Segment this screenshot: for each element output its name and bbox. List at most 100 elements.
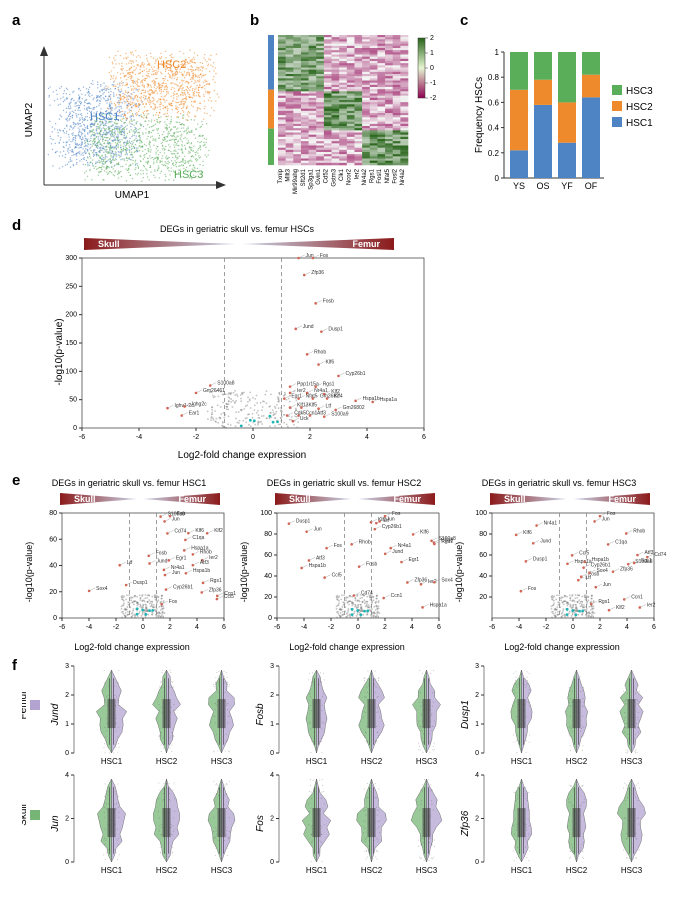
svg-text:0.2: 0.2 xyxy=(488,149,500,158)
svg-text:Rgs1: Rgs1 xyxy=(323,382,335,388)
svg-text:Cd74: Cd74 xyxy=(361,591,373,597)
svg-text:Egr1: Egr1 xyxy=(291,394,302,400)
d-xlabel: Log2-fold change expression xyxy=(178,450,306,461)
svg-text:Dusp1: Dusp1 xyxy=(296,519,311,525)
svg-text:Gm26802: Gm26802 xyxy=(343,405,365,411)
figure-root: a b c UMAP1 UMAP2 HSC1 HSC2 HSC3 TxnipMl… xyxy=(12,12,667,892)
svg-text:Fos: Fos xyxy=(169,599,178,605)
svg-text:Rgs1: Rgs1 xyxy=(210,578,222,584)
svg-text:Jun: Jun xyxy=(172,570,180,576)
label-a: a xyxy=(12,12,20,29)
barc-ylabel: Frequency HSCs xyxy=(474,77,485,153)
svg-text:Jun: Jun xyxy=(387,516,395,522)
svg-text:-6: -6 xyxy=(274,624,280,631)
svg-text:Fosb: Fosb xyxy=(366,562,377,568)
violin-grid: FemurSkull Jund0123HSC1HSC2HSC3Fosb0123H… xyxy=(22,660,667,890)
svg-text:0: 0 xyxy=(251,434,255,441)
svg-text:Gstm3: Gstm3 xyxy=(331,168,337,186)
svg-text:Zfp36: Zfp36 xyxy=(311,270,324,276)
svg-text:Dusp1: Dusp1 xyxy=(328,327,343,333)
svg-text:C1qa: C1qa xyxy=(192,535,204,541)
svg-text:Egr1: Egr1 xyxy=(409,557,420,563)
svg-text:OF: OF xyxy=(585,181,598,191)
svg-text:S100a8: S100a8 xyxy=(217,381,234,387)
volcano-d: DEGs in geriatric skull vs. femur HSCs S… xyxy=(42,222,432,462)
svg-text:Hspa1a: Hspa1a xyxy=(380,397,397,403)
umap-hsc2-label: HSC2 xyxy=(157,59,186,71)
svg-text:Skull: Skull xyxy=(504,494,526,504)
svg-text:Klf6: Klf6 xyxy=(326,360,335,366)
label-e: e xyxy=(12,472,20,489)
svg-text:200: 200 xyxy=(65,312,77,319)
svg-text:Hspa1b: Hspa1b xyxy=(363,396,380,402)
svg-text:Ltf: Ltf xyxy=(127,560,133,566)
svg-text:Ncor2: Ncor2 xyxy=(347,168,353,185)
svg-text:-log10(p-value): -log10(p-value) xyxy=(239,542,249,603)
svg-text:Cyp26b1: Cyp26b1 xyxy=(382,524,402,530)
panel-a: UMAP1 UMAP2 HSC1 HSC2 HSC3 xyxy=(22,30,237,200)
svg-text:YS: YS xyxy=(513,181,525,191)
svg-text:50: 50 xyxy=(69,397,77,404)
panel-d: DEGs in geriatric skull vs. femur HSCs S… xyxy=(42,222,432,462)
svg-text:Ear1: Ear1 xyxy=(189,411,200,417)
svg-text:100: 100 xyxy=(260,510,272,517)
svg-text:250: 250 xyxy=(65,283,77,290)
svg-text:Sox4: Sox4 xyxy=(96,586,108,592)
svg-text:0.6: 0.6 xyxy=(488,98,500,107)
svg-text:20: 20 xyxy=(479,594,487,601)
svg-text:Nr4a1: Nr4a1 xyxy=(398,543,412,549)
svg-text:HSC3: HSC3 xyxy=(626,86,653,97)
svg-text:2: 2 xyxy=(430,35,434,42)
svg-text:Gm26461: Gm26461 xyxy=(203,388,225,394)
svg-text:-6: -6 xyxy=(489,624,495,631)
svg-text:Nr4a1: Nr4a1 xyxy=(171,565,185,571)
svg-text:Rgs1: Rgs1 xyxy=(370,168,376,183)
svg-text:Skull: Skull xyxy=(289,494,311,504)
svg-text:Skull: Skull xyxy=(74,494,96,504)
svg-text:Ccl5: Ccl5 xyxy=(332,573,342,579)
svg-text:DEGs in geriatric skull vs. fe: DEGs in geriatric skull vs. femur HSC1 xyxy=(52,478,207,488)
svg-text:Fosl2: Fosl2 xyxy=(393,168,399,183)
heatmap: TxnipMllt3Mir99ahgSft2d1Sp3ga1Gvin1Cd52G… xyxy=(260,30,450,205)
svg-text:100: 100 xyxy=(65,368,77,375)
svg-text:Nfat5: Nfat5 xyxy=(385,168,391,183)
svg-text:Gvin1: Gvin1 xyxy=(316,168,322,184)
svg-text:100: 100 xyxy=(475,510,487,517)
svg-text:Jund: Jund xyxy=(392,549,403,555)
heatmap-hsc2: HSC2 xyxy=(260,97,261,126)
label-d: d xyxy=(12,217,21,234)
svg-text:0: 0 xyxy=(73,425,77,432)
svg-text:-2: -2 xyxy=(543,624,549,631)
volcano-e-row: DEGs in geriatric skull vs. femur HSC1 Sk… xyxy=(22,477,667,652)
umap-scatter: UMAP1 UMAP2 HSC1 HSC2 HSC3 xyxy=(22,30,237,200)
svg-text:HSC1: HSC1 xyxy=(626,118,653,129)
panel-e: DEGs in geriatric skull vs. femur HSC1 Sk… xyxy=(22,477,667,652)
svg-text:Femur: Femur xyxy=(608,494,636,504)
svg-text:6: 6 xyxy=(422,434,426,441)
svg-text:-log10(p-value): -log10(p-value) xyxy=(24,542,34,603)
svg-text:20: 20 xyxy=(264,594,272,601)
svg-text:DEGs in geriatric skull vs. fe: DEGs in geriatric skull vs. femur HSC3 xyxy=(482,478,637,488)
svg-text:Sox4: Sox4 xyxy=(441,577,453,583)
svg-text:150: 150 xyxy=(65,340,77,347)
svg-text:40: 40 xyxy=(264,573,272,580)
svg-text:Klf2: Klf2 xyxy=(214,528,223,534)
svg-text:Rhob: Rhob xyxy=(359,539,371,545)
svg-text:Klf6: Klf6 xyxy=(420,529,429,535)
svg-text:Cyp26b1: Cyp26b1 xyxy=(173,585,193,591)
heatmap-hsc1: HSC1 xyxy=(260,45,261,74)
stacked-bar: 00.20.40.60.81YSOSYFOF HSC3HSC2HSC1 Freq… xyxy=(470,30,670,205)
svg-text:300: 300 xyxy=(65,255,77,262)
svg-text:Hspa1b: Hspa1b xyxy=(193,568,210,574)
svg-text:Rhob: Rhob xyxy=(314,349,326,355)
d-ylabel: -log10(p-value) xyxy=(54,318,65,385)
svg-text:S100a9: S100a9 xyxy=(331,412,348,418)
svg-text:Fosb: Fosb xyxy=(323,298,334,304)
svg-text:Log2-fold change expression: Log2-fold change expression xyxy=(74,642,190,652)
svg-text:0: 0 xyxy=(430,65,434,72)
svg-text:Log2-fold change expression: Log2-fold change expression xyxy=(289,642,405,652)
svg-text:Atf3: Atf3 xyxy=(200,560,209,566)
label-b: b xyxy=(250,12,259,29)
svg-text:-4: -4 xyxy=(86,624,92,631)
svg-text:2: 2 xyxy=(308,434,312,441)
